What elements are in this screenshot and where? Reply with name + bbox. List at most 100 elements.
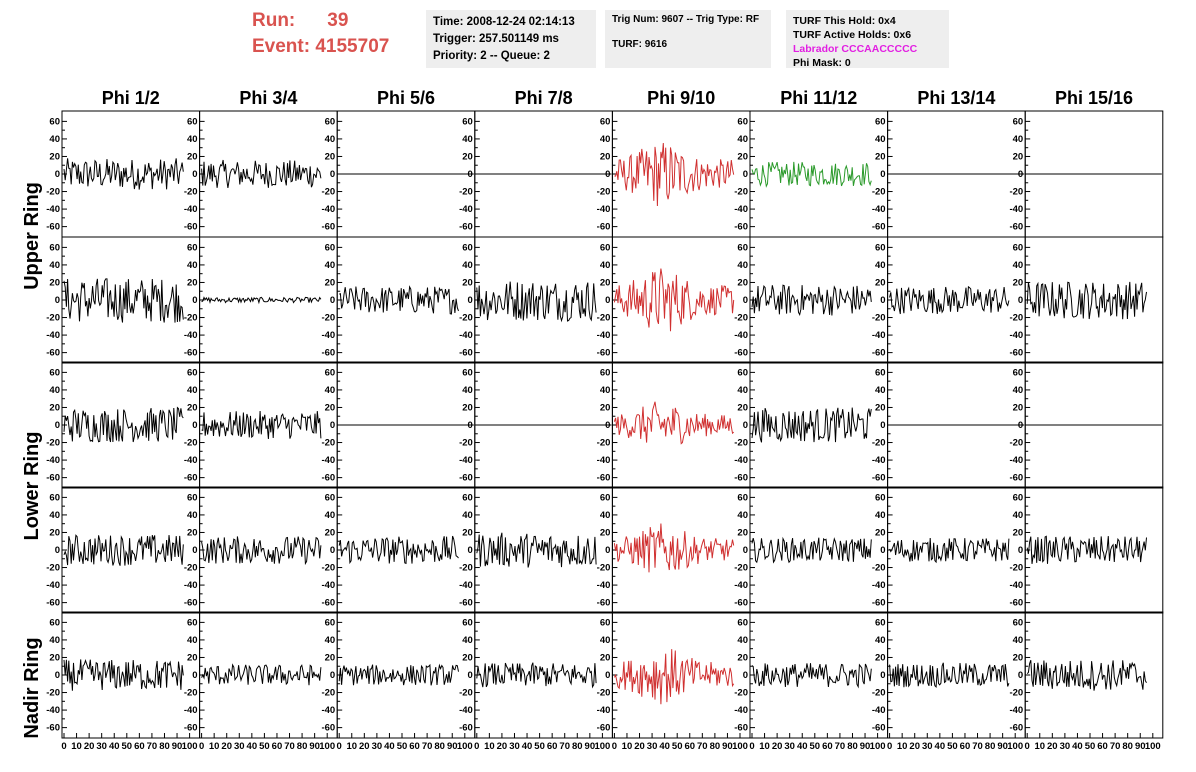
- y-tick-label: 40: [600, 385, 611, 396]
- y-tick-label: -60: [1009, 723, 1023, 734]
- waveform-trace: [476, 662, 597, 689]
- y-tick-label: 40: [1013, 635, 1024, 646]
- x-tick-label: 100: [1145, 741, 1161, 752]
- y-tick-label: -60: [1009, 222, 1023, 233]
- priority-text: Priority: 2 -- Queue: 2: [433, 50, 550, 62]
- y-tick-label: 60: [737, 367, 748, 378]
- y-tick-label: -20: [734, 187, 748, 198]
- y-tick-label: -20: [184, 688, 198, 699]
- y-tick-label: -60: [597, 598, 611, 609]
- x-tick-label: 70: [284, 741, 295, 752]
- y-tick-label: -40: [734, 705, 748, 716]
- y-tick-label: 40: [49, 134, 60, 145]
- column-title-phi-3-4: Phi 3/4: [239, 88, 297, 108]
- x-tick-label: 50: [672, 741, 683, 752]
- y-tick-label: 40: [737, 134, 748, 145]
- y-tick-label: -60: [459, 723, 473, 734]
- y-tick-label: 60: [325, 617, 336, 628]
- time-info-box: Time: 2008-12-24 02:14:13 Trigger: 257.5…: [426, 10, 596, 68]
- y-tick-label: 60: [737, 492, 748, 503]
- ring-label-lower-ring: Lower Ring: [21, 432, 43, 541]
- y-tick-label: 60: [875, 492, 886, 503]
- y-tick-label: 60: [1013, 242, 1024, 253]
- y-tick-label: -60: [459, 473, 473, 484]
- y-tick-label: -60: [872, 598, 886, 609]
- y-tick-label: -40: [321, 330, 335, 341]
- y-tick-label: -40: [1009, 455, 1023, 466]
- x-tick-label: 40: [797, 741, 808, 752]
- y-tick-label: 40: [1013, 134, 1024, 145]
- y-tick-label: -20: [321, 688, 335, 699]
- y-tick-label: 40: [875, 260, 886, 271]
- y-tick-label: 20: [1013, 652, 1024, 663]
- x-tick-label: 0: [1025, 741, 1030, 752]
- y-tick-label: -20: [321, 313, 335, 324]
- x-tick-label: 50: [122, 741, 133, 752]
- x-tick-label: 100: [182, 741, 198, 752]
- waveform-trace: [338, 663, 459, 686]
- waveform-trace: [63, 278, 184, 323]
- y-tick-label: 20: [187, 277, 198, 288]
- y-tick-label: -40: [734, 330, 748, 341]
- y-tick-label: -40: [872, 204, 886, 215]
- y-tick-label: -60: [597, 348, 611, 359]
- panel-frame: [611, 236, 751, 364]
- event-line: Event: 4155707: [252, 34, 422, 60]
- y-tick-label: 40: [49, 510, 60, 521]
- y-tick-label: 60: [187, 367, 198, 378]
- x-tick-label: 40: [247, 741, 258, 752]
- y-tick-label: -60: [872, 473, 886, 484]
- y-tick-label: 0: [330, 420, 335, 431]
- y-tick-label: 60: [875, 116, 886, 127]
- waveform-trace: [751, 284, 872, 317]
- y-tick-label: 40: [737, 510, 748, 521]
- y-tick-label: 40: [875, 385, 886, 396]
- x-tick-label: 20: [634, 741, 645, 752]
- y-tick-label: -40: [1009, 705, 1023, 716]
- y-tick-label: 40: [737, 260, 748, 271]
- y-tick-label: 60: [462, 617, 473, 628]
- y-tick-label: -60: [321, 598, 335, 609]
- y-tick-label: -20: [46, 688, 60, 699]
- x-tick-label: 50: [397, 741, 408, 752]
- x-tick-label: 80: [847, 741, 858, 752]
- y-tick-label: -40: [321, 455, 335, 466]
- x-tick-label: 60: [960, 741, 971, 752]
- waveform-trace: [339, 285, 459, 315]
- ring-label-nadir-ring: Nadir Ring: [21, 637, 43, 738]
- y-tick-label: -40: [184, 204, 198, 215]
- y-tick-label: 20: [875, 402, 886, 413]
- run-label: Run:: [252, 10, 296, 31]
- y-tick-label: 40: [325, 134, 336, 145]
- y-tick-label: 0: [330, 295, 335, 306]
- y-tick-label: 60: [187, 116, 198, 127]
- x-tick-label: 0: [749, 741, 754, 752]
- y-tick-label: -20: [872, 313, 886, 324]
- waveform-trace: [751, 663, 872, 689]
- panel-frame: [336, 486, 476, 614]
- y-tick-label: 20: [600, 402, 611, 413]
- y-tick-label: 20: [325, 652, 336, 663]
- x-tick-label: 80: [1122, 741, 1133, 752]
- x-tick-label: 80: [985, 741, 996, 752]
- x-tick-label: 20: [909, 741, 920, 752]
- x-tick-label: 100: [594, 741, 610, 752]
- labrador-text: Labrador CCCAACCCCC: [793, 43, 918, 55]
- y-tick-label: -40: [597, 455, 611, 466]
- event-value: 4155707: [315, 36, 390, 57]
- column-title-phi-9-10: Phi 9/10: [647, 88, 715, 108]
- y-tick-label: 60: [737, 116, 748, 127]
- y-tick-label: -40: [184, 330, 198, 341]
- y-tick-label: -40: [459, 204, 473, 215]
- y-tick-label: 40: [1013, 260, 1024, 271]
- x-tick-label: 40: [1072, 741, 1083, 752]
- panel-frame: [749, 110, 889, 238]
- y-tick-label: 0: [468, 670, 473, 681]
- y-tick-label: 40: [737, 635, 748, 646]
- y-tick-label: -40: [597, 705, 611, 716]
- y-tick-label: -40: [321, 705, 335, 716]
- y-tick-label: 0: [330, 169, 335, 180]
- x-tick-label: 50: [810, 741, 821, 752]
- y-tick-label: -20: [597, 313, 611, 324]
